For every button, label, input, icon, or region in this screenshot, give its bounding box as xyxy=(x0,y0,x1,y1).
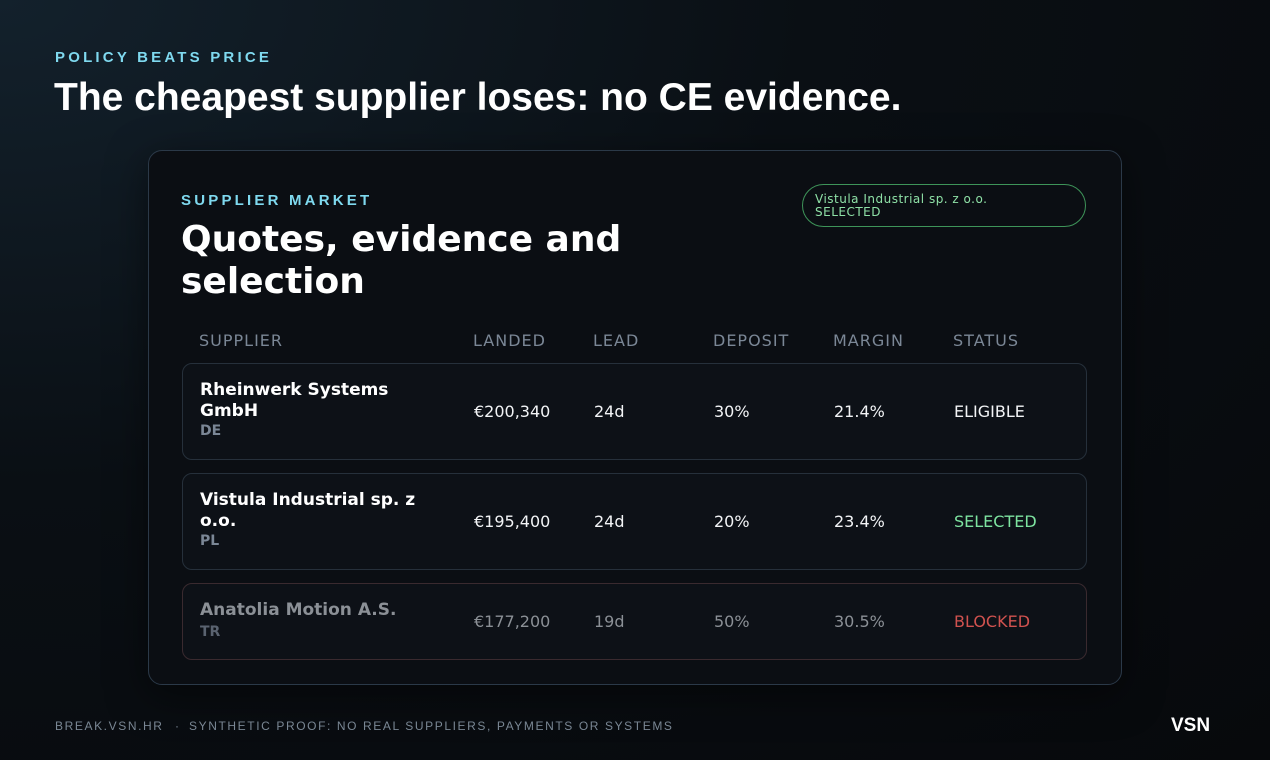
badge-status: SELECTED xyxy=(815,205,881,219)
brand: VSN xyxy=(1171,715,1211,736)
column-header: STATUS xyxy=(953,331,1020,350)
landed-cell: €200,340 xyxy=(474,401,551,421)
supplier-name: Vistula Industrial sp. z o.o. xyxy=(200,490,416,531)
column-header: LEAD xyxy=(593,331,640,350)
supplier-row: Rheinwerk Systems GmbH DE €200,340 24d 30% 21… xyxy=(182,363,1087,460)
margin-cell: 23.4% xyxy=(834,511,885,531)
page-title: The cheapest supplier loses: no CE evide… xyxy=(54,76,902,119)
supplier-row: Anatolia Motion A.S. TR €177,200 19d 50% 30.5… xyxy=(182,583,1087,660)
deposit-cell: 50% xyxy=(714,611,750,631)
supplier-name: Rheinwerk Systems GmbH xyxy=(200,380,389,421)
supplier-country: DE xyxy=(200,423,222,439)
supplier-row: Vistula Industrial sp. z o.o. PL €195,400 2… xyxy=(182,473,1087,570)
card-eyebrow: SUPPLIER MARKET xyxy=(181,192,373,209)
margin-cell: 21.4% xyxy=(834,401,885,421)
card-title: Quotes, evidence and selection xyxy=(181,219,622,302)
badge-name: Vistula Industrial sp. z o.o. xyxy=(815,192,988,206)
column-header: LANDED xyxy=(473,331,546,350)
status-cell: BLOCKED xyxy=(954,611,1031,631)
landed-cell: €177,200 xyxy=(474,611,551,631)
margin-cell: 30.5% xyxy=(834,611,885,631)
landed-cell: €195,400 xyxy=(474,511,551,531)
eyebrow: POLICY BEATS PRICE xyxy=(55,49,273,66)
status-cell: ELIGIBLE xyxy=(954,401,1025,421)
deposit-cell: 30% xyxy=(714,401,750,421)
lead-cell: 24d xyxy=(594,401,625,421)
selection-badge: Vistula Industrial sp. z o.o. SELECTED xyxy=(802,184,1086,227)
deposit-cell: 20% xyxy=(714,511,750,531)
column-header: SUPPLIER xyxy=(199,331,284,350)
supplier-name: Anatolia Motion A.S. xyxy=(200,600,397,620)
column-header: DEPOSIT xyxy=(713,331,790,350)
column-header: MARGIN xyxy=(833,331,904,350)
status-cell: SELECTED xyxy=(954,511,1037,531)
supplier-country: TR xyxy=(200,624,221,640)
footer-note: SYNTHETIC PROOF: NO REAL SUPPLIERS, PAYM… xyxy=(189,719,674,733)
supplier-card: SUPPLIER MARKET Quotes, evidence and sel… xyxy=(148,150,1122,685)
lead-cell: 24d xyxy=(594,511,625,531)
footer-separator: · xyxy=(175,719,181,733)
lead-cell: 19d xyxy=(594,611,625,631)
footer-site[interactable]: BREAK.VSN.HR xyxy=(55,719,164,733)
supplier-country: PL xyxy=(200,533,220,549)
